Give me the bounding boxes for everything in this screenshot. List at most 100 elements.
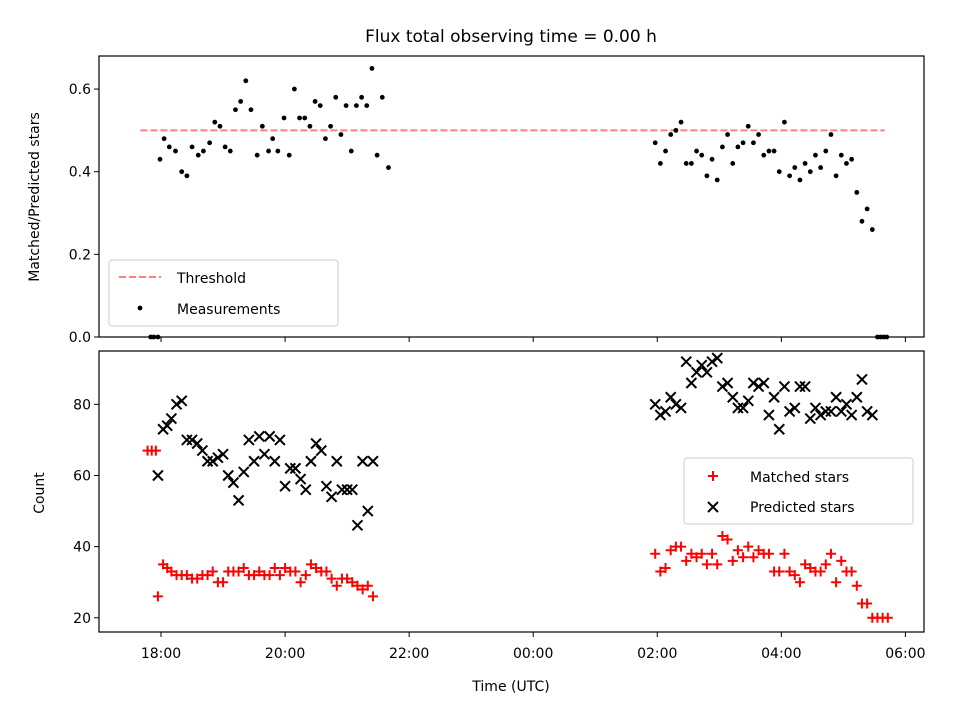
legend-measurements-swatch [137,305,143,311]
predicted-stars-point [778,380,791,393]
matched-stars-point [311,562,322,573]
measurement-point [828,132,834,137]
matched-stars-point [696,548,707,559]
predicted-stars-point [243,434,255,446]
measurement-point [704,173,710,179]
predicted-stars-point [274,434,286,446]
bottom-plot-area: 20 40 60 80 18:00 20:00 22:00 00:00 02:00 04:00 06… [73,350,926,662]
x-tick-label: 00:00 [513,646,553,662]
measurement-point [668,132,674,137]
measurement-point [217,123,223,129]
matched-stars-point [794,577,805,588]
matched-stars-point [367,591,378,602]
predicted-stars-point [737,402,749,414]
predicted-stars-point [320,480,333,492]
matched-stars-point [238,562,249,573]
measurement-point [297,115,302,121]
measurement-point [302,115,308,121]
predicted-stars-point [856,373,868,386]
measurement-point [161,136,167,142]
predicted-stars-point [201,455,214,467]
predicted-stars-point [315,444,327,457]
predicted-stars-point [331,455,343,467]
measurement-point [386,165,391,170]
measurement-point [771,148,777,154]
matched-stars-point [784,566,795,577]
matched-stars-point [233,566,244,577]
predicted-stars-point [232,494,245,507]
measurement-point [776,169,782,175]
matched-stars-point [352,580,363,591]
matched-stars-point [347,577,358,588]
predicted-stars-point [649,398,661,411]
measurement-point [359,94,364,100]
predicted-stars-point [212,452,224,464]
measurement-point [364,103,370,108]
matched-stars-point [748,552,759,563]
predicted-stars-point [659,405,672,418]
predicted-stars-point [161,419,173,432]
matched-stars-point [686,548,697,559]
measurement-point [291,86,297,92]
matched-stars-point [825,548,836,559]
predicted-stars-point [665,391,677,403]
measurement-point [740,140,746,146]
matched-stars-point [150,445,161,456]
measurement-point [348,148,354,154]
matched-stars-point [274,570,285,581]
predicted-stars-point [690,366,703,379]
predicted-stars-point [196,444,209,457]
predicted-stars-point [310,437,322,450]
matched-stars-point [264,570,275,581]
predicted-stars-point [269,455,281,467]
matched-stars-point [691,552,702,563]
predicted-stars-point [284,462,296,475]
measurement-point [683,161,689,166]
predicted-stars-point [170,398,183,411]
top-y-tick-label: 0.0 [69,330,91,346]
matched-stars-point [779,548,790,559]
predicted-stars-point [773,423,785,435]
matched-stars-point [727,555,738,566]
top-plot-frame [98,55,925,338]
matched-stars-point [357,584,368,595]
matched-stars-point [305,559,316,570]
matched-stars-point [789,570,800,581]
predicted-stars-point [851,391,863,403]
predicted-stars-point [238,466,250,478]
x-tick-label: 18:00 [141,646,181,662]
matched-stars-point [331,580,342,591]
top-y-tick-label: 0.2 [69,247,91,263]
matched-stars-point [665,545,676,556]
matched-stars-point [192,573,203,584]
measurement-point [807,169,813,175]
predicted-stars-point [341,484,353,496]
predicted-stars-point [820,405,832,418]
measurement-point [173,148,178,154]
measurement-point [354,103,359,108]
top-y-tick-label: 0.4 [69,165,91,181]
matched-stars-point [321,566,332,577]
measurement-point [854,189,860,195]
measurement-point [720,144,725,150]
predicted-stars-point [191,437,203,450]
predicted-stars-point [248,455,260,467]
measurement-point [374,152,380,158]
bottom-y-axis-label: Count [32,472,48,514]
measurement-point [745,123,751,129]
predicted-stars-point [217,448,229,460]
predicted-stars-point [830,391,842,403]
measurement-point [652,140,658,146]
measurement-point [756,132,761,137]
measurement-point [212,119,218,125]
predicted-stars-point [300,484,312,496]
matched-stars-point [743,541,754,552]
matched-stars-point [660,562,671,573]
x-tick-label: 20:00 [265,646,305,662]
matched-stars-point [851,580,862,591]
predicted-stars-point [152,469,164,482]
bottom-y-tick-label: 80 [73,397,91,413]
measurement-point [699,152,705,158]
